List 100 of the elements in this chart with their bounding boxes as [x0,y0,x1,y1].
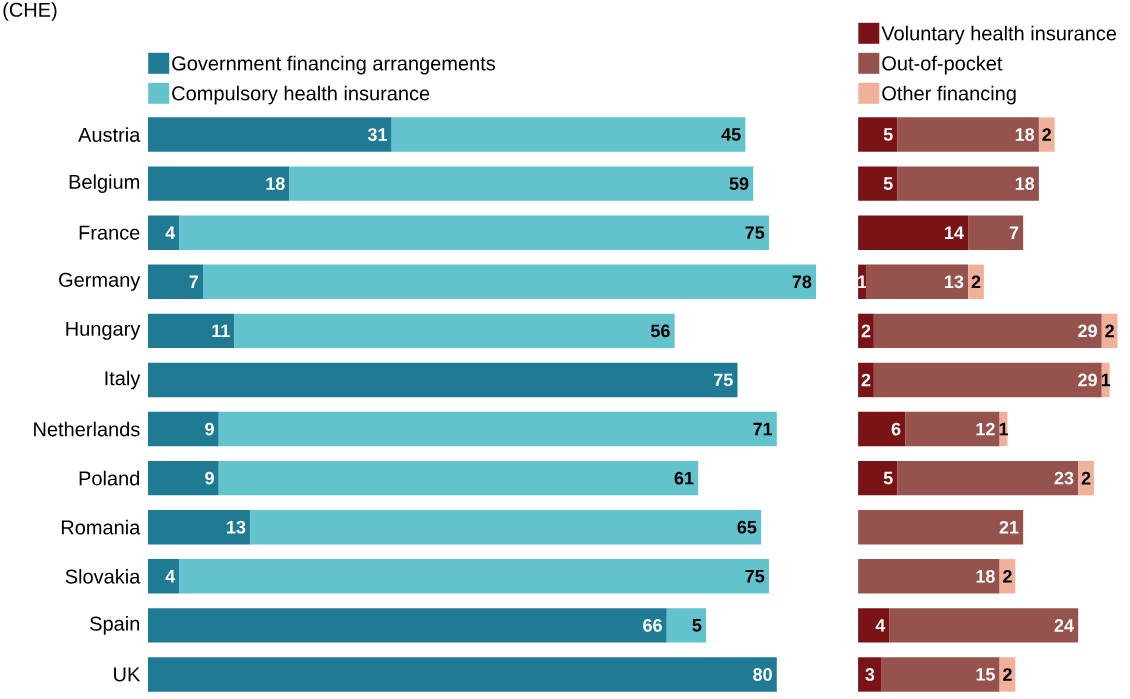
bar [905,411,1000,447]
data-label: 9 [205,422,214,436]
data-label: 21 [999,520,1019,534]
bar [148,117,392,152]
bar [897,460,1079,496]
data-label: 5 [883,128,893,141]
bar [858,411,906,447]
bar [148,510,251,545]
data-label: 1 [858,275,867,288]
y-tick-label: Slovakia [65,568,141,584]
data-label: 2 [1081,471,1091,485]
data-label: 2 [861,373,871,387]
bar [179,559,769,594]
bar [148,215,180,250]
bar [858,166,898,201]
bar [858,313,874,349]
data-label: 66 [643,619,662,632]
data-label: 80 [753,668,772,681]
bar [873,362,1102,398]
y-tick-label: Germany [59,272,141,291]
bar [968,264,984,299]
data-label: 23 [1054,471,1074,485]
data-label: 2 [971,275,981,289]
bar [873,313,1102,349]
legend-label: Out-of-pocket [882,55,1003,75]
y-tick-label: Spain [90,616,140,635]
data-label: 7 [1009,226,1019,239]
bar [865,264,969,299]
data-label: 7 [189,275,199,288]
y-tick-label: Romania [61,519,141,535]
data-label: 13 [945,275,964,289]
bar [1038,117,1055,152]
bar [148,166,290,201]
data-label: 5 [883,471,893,485]
bar [391,117,746,152]
bar [858,460,898,496]
data-label: 75 [745,570,765,583]
bar [148,362,738,398]
data-label: 1 [999,422,1009,436]
data-label: 71 [753,422,773,436]
y-tick-label: UK [114,667,141,682]
bar [881,657,1000,692]
bar [203,264,817,299]
legend-label: Compulsory health insurance [172,85,430,105]
y-tick-label: Belgium [69,174,139,193]
y-tick-label: Italy [105,370,141,390]
data-label: 29 [1078,324,1097,338]
data-label: 4 [165,570,176,583]
bar [148,460,219,496]
bar [1078,460,1094,496]
y-tick-label: Austria [78,127,141,142]
bar [148,608,667,643]
bar [858,117,898,152]
data-label: 9 [205,471,214,485]
bar [889,608,1079,643]
bar [250,510,762,545]
data-label: 1 [1101,373,1111,387]
y-tick-label: Poland [79,470,140,486]
bar [858,608,890,643]
data-label: 65 [737,520,757,534]
data-label: 4 [165,226,176,239]
data-label: 12 [976,422,995,436]
bar [148,411,219,447]
bar [148,264,204,299]
bar [234,313,675,349]
data-label: 18 [1015,128,1035,141]
data-label: 56 [650,324,670,338]
legend-label: Voluntary health insurance [881,25,1117,45]
data-label: 18 [976,569,995,583]
data-label: 2 [1042,128,1052,141]
data-label: 45 [721,128,741,141]
y-tick-label: Netherlands [34,421,140,437]
bar [858,510,1024,545]
bar [218,411,777,447]
data-label: 2 [1003,570,1012,583]
data-label: 5 [883,177,893,190]
data-label: 2 [1003,668,1012,681]
data-label: 11 [212,324,230,338]
data-label: 4 [875,619,886,632]
bar [218,460,699,496]
data-label: 78 [792,275,812,289]
y-tick-label: Hungary [66,321,141,340]
data-label: 18 [1015,177,1035,190]
bar [148,657,777,692]
data-label: 2 [861,324,871,338]
bar [858,362,874,398]
bar [289,166,754,201]
data-label: 61 [674,471,694,485]
bar [148,559,180,594]
data-label: 75 [745,226,765,239]
bar [968,215,1024,250]
data-label: 18 [266,177,285,190]
data-label: 75 [714,373,733,387]
data-label: 14 [945,226,964,239]
bar [897,166,1039,201]
bar [858,657,882,692]
data-label: 29 [1078,373,1097,387]
bar [897,117,1039,152]
text: (CHE) [3,2,57,21]
bar [666,608,707,643]
